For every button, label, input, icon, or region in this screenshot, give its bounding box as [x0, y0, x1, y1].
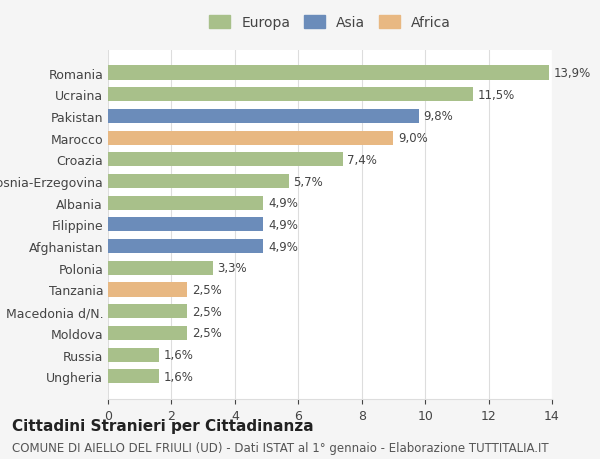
Bar — [108, 131, 394, 146]
Text: 2,5%: 2,5% — [192, 283, 222, 297]
Text: 9,8%: 9,8% — [424, 110, 454, 123]
Text: 11,5%: 11,5% — [478, 89, 515, 101]
Text: COMUNE DI AIELLO DEL FRIULI (UD) - Dati ISTAT al 1° gennaio - Elaborazione TUTTI: COMUNE DI AIELLO DEL FRIULI (UD) - Dati … — [12, 441, 548, 453]
Legend: Europa, Asia, Africa: Europa, Asia, Africa — [205, 12, 455, 34]
Text: 1,6%: 1,6% — [163, 348, 193, 361]
Text: Cittadini Stranieri per Cittadinanza: Cittadini Stranieri per Cittadinanza — [12, 418, 314, 433]
Bar — [108, 261, 212, 275]
Text: 9,0%: 9,0% — [398, 132, 428, 145]
Bar — [108, 174, 289, 189]
Text: 7,4%: 7,4% — [347, 153, 377, 167]
Bar — [108, 88, 473, 102]
Bar — [108, 67, 549, 80]
Bar — [108, 240, 263, 253]
Text: 1,6%: 1,6% — [163, 370, 193, 383]
Bar — [108, 218, 263, 232]
Text: 2,5%: 2,5% — [192, 327, 222, 340]
Bar — [108, 304, 187, 319]
Bar — [108, 110, 419, 124]
Text: 2,5%: 2,5% — [192, 305, 222, 318]
Text: 4,9%: 4,9% — [268, 197, 298, 210]
Text: 4,9%: 4,9% — [268, 218, 298, 231]
Bar — [108, 326, 187, 340]
Text: 3,3%: 3,3% — [217, 262, 247, 274]
Text: 4,9%: 4,9% — [268, 240, 298, 253]
Bar — [108, 348, 159, 362]
Bar — [108, 369, 159, 383]
Text: 13,9%: 13,9% — [554, 67, 591, 80]
Bar — [108, 283, 187, 297]
Bar — [108, 196, 263, 210]
Bar — [108, 153, 343, 167]
Text: 5,7%: 5,7% — [293, 175, 323, 188]
